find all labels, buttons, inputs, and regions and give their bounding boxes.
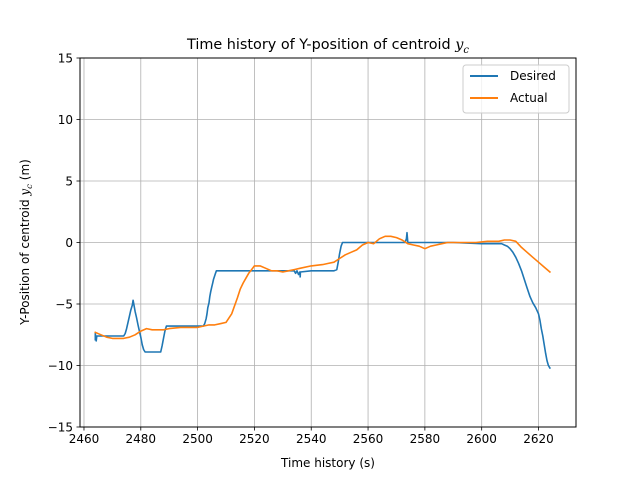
x-tick-label: 2560	[353, 432, 384, 446]
y-tick-label: 15	[58, 52, 73, 66]
series-layer	[94, 231, 552, 370]
y-tick-label: −15	[48, 421, 73, 435]
x-tick-label: 2480	[126, 432, 157, 446]
y-tick-label: −10	[48, 359, 73, 373]
y-axis-label: Y-Position of centroid yc (m)	[18, 159, 35, 326]
x-tick-label: 2600	[466, 432, 497, 446]
x-tick-label: 2580	[410, 432, 441, 446]
legend-label-actual: Actual	[510, 91, 548, 105]
x-tick-label: 2460	[69, 432, 100, 446]
y-tick-label: 10	[58, 113, 73, 127]
x-tick-label: 2620	[523, 432, 554, 446]
legend-label-desired: Desired	[510, 69, 556, 83]
legend: Desired Actual	[462, 64, 570, 114]
x-tick-label: 2520	[239, 432, 270, 446]
series-line-actual	[94, 235, 552, 340]
y-tick-label: 5	[65, 175, 73, 189]
y-tick-label: −5	[55, 298, 73, 312]
y-tick-label: 0	[65, 236, 73, 250]
chart-title: Time history of Y-position of centroid y…	[186, 37, 469, 56]
series-line-desired	[94, 231, 551, 370]
x-tick-label: 2540	[296, 432, 327, 446]
y-axis-ticks: −15 −10 −5 0 5 10 15	[48, 52, 80, 435]
x-axis-label: Time history (s)	[280, 456, 375, 470]
x-tick-label: 2500	[182, 432, 213, 446]
x-axis-ticks: 2460 2480 2500 2520 2540 2560 2580 2600 2620	[69, 427, 554, 446]
